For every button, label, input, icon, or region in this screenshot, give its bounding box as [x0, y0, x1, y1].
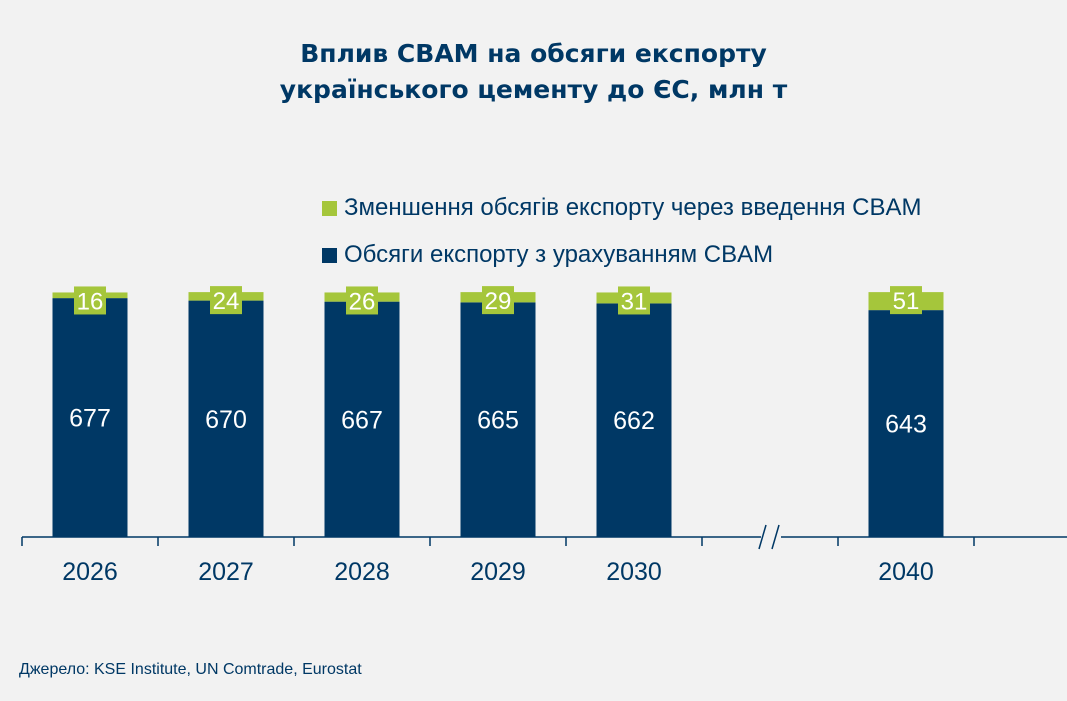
- x-tick-label: 2026: [62, 558, 118, 586]
- x-tick-label: 2030: [606, 558, 662, 586]
- bar-export: [460, 302, 536, 537]
- axis-break-mark: [758, 524, 767, 550]
- data-label-box: [482, 286, 514, 315]
- data-label-export: 677: [69, 405, 111, 433]
- legend-item-reduction: Зменшення обсягів експорту через введенн…: [322, 194, 922, 222]
- bar-export: [188, 300, 264, 537]
- bar-export: [52, 298, 128, 537]
- axis-break-gap: [761, 534, 781, 540]
- bar-export: [868, 310, 944, 537]
- axis-break-mark: [771, 524, 780, 550]
- bar-export: [596, 303, 672, 537]
- data-label-reduction: 24: [213, 288, 240, 315]
- data-label-box: [618, 286, 650, 315]
- data-label-box: [346, 286, 378, 315]
- legend-swatch-navy: [322, 247, 337, 263]
- data-label-export: 670: [205, 406, 247, 434]
- chart-title: Вплив CBAM на обсяги експорту українсько…: [0, 36, 1067, 108]
- x-tick-label: 2029: [470, 558, 526, 586]
- data-label-reduction: 51: [893, 288, 920, 315]
- data-label-export: 643: [885, 411, 927, 439]
- legend-swatch-green: [322, 200, 337, 216]
- legend-item-export: Обсяги експорту з урахуванням CBAM: [322, 241, 773, 269]
- bar-export: [324, 301, 400, 537]
- x-tick-label: 2040: [878, 558, 934, 586]
- x-tick-label: 2027: [198, 558, 254, 586]
- title-line-1: Вплив CBAM на обсяги експорту: [300, 39, 767, 68]
- legend-label: Зменшення обсягів експорту через введенн…: [344, 194, 922, 221]
- source-note: Джерело: KSE Institute, UN Comtrade, Eur…: [19, 661, 362, 678]
- data-label-export: 662: [613, 407, 655, 435]
- data-label-reduction: 26: [349, 288, 376, 315]
- data-label-box: [74, 286, 106, 315]
- x-tick-label: 2028: [334, 558, 390, 586]
- title-line-2: українського цементу до ЄС, млн т: [279, 75, 788, 104]
- legend-label: Обсяги експорту з урахуванням CBAM: [344, 241, 774, 268]
- data-label-export: 665: [477, 407, 519, 435]
- data-label-reduction: 29: [485, 288, 512, 315]
- data-label-export: 667: [341, 406, 383, 434]
- data-label-box: [890, 286, 922, 315]
- data-label-reduction: 16: [77, 288, 104, 315]
- data-label-box: [210, 286, 242, 315]
- data-label-reduction: 31: [621, 288, 648, 315]
